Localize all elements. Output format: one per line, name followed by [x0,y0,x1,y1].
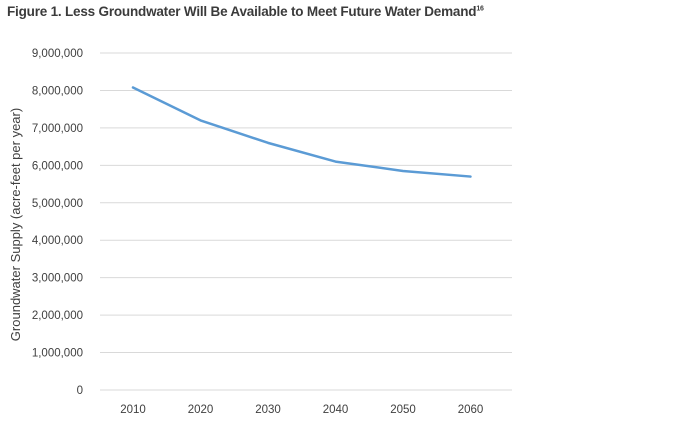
y-axis-label: Groundwater Supply (acre-feet per year) [8,108,23,341]
y-tick-label: 2,000,000 [32,310,83,322]
series-line [131,86,472,178]
x-tick-label: 2030 [255,404,281,416]
x-tick-label: 2040 [323,404,349,416]
y-tick-label: 6,000,000 [32,160,83,172]
y-tick-label: 5,000,000 [32,198,83,210]
figure-title-text: Figure 1. Less Groundwater Will Be Avail… [7,4,477,19]
y-tick-label: 1,000,000 [32,348,83,360]
series-group [131,86,472,178]
y-tick-label: 3,000,000 [32,273,83,285]
y-tick-label: 4,000,000 [32,235,83,247]
y-tick-label: 7,000,000 [32,123,83,135]
x-tick-label: 2060 [458,404,484,416]
y-tick-labels: 0 1,000,000 2,000,000 3,000,000 4,000,000 5,0… [32,48,83,397]
x-tick-labels: 2010 2020 2030 2040 2050 2060 [120,404,483,416]
gridlines [100,52,512,391]
y-tick-label: 8,000,000 [32,85,83,97]
figure-title: Figure 1. Less Groundwater Will Be Avail… [7,4,484,19]
footnote-ref: 16 [476,5,484,13]
x-tick-label: 2020 [188,404,214,416]
y-tick-label: 9,000,000 [32,48,83,60]
x-tick-label: 2050 [390,404,416,416]
x-tick-label: 2010 [120,404,146,416]
y-tick-label: 0 [77,385,83,397]
